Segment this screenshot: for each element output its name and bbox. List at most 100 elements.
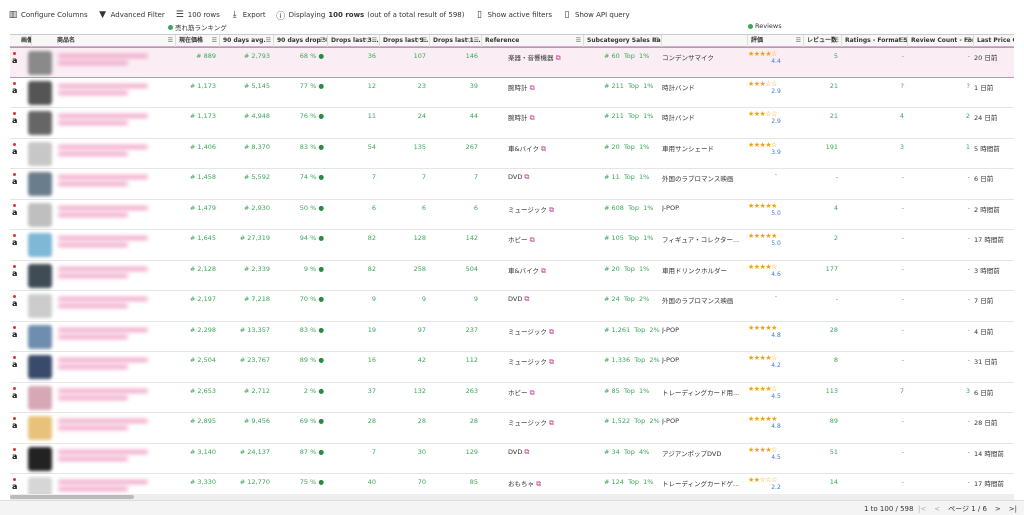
product-name[interactable] <box>58 388 158 405</box>
external-link-icon[interactable]: ⧉ <box>548 327 554 336</box>
column-header[interactable]: 現在価格 ☰ <box>176 35 220 47</box>
external-link-icon[interactable]: ⧉ <box>529 83 535 92</box>
product-name[interactable] <box>58 419 158 435</box>
product-name[interactable] <box>58 205 158 222</box>
horizontal-scrollbar[interactable] <box>10 494 1014 500</box>
product-name[interactable] <box>58 449 158 466</box>
product-image[interactable] <box>28 172 52 196</box>
product-name[interactable] <box>58 327 158 344</box>
column-header[interactable]: 90 days drop % ☰ <box>274 35 328 47</box>
external-link-icon[interactable]: ⧉ <box>541 266 547 275</box>
cell-reference[interactable]: 腕時計 ⧉ <box>508 78 584 108</box>
cell-reference[interactable]: ミュージック ⧉ <box>508 322 584 352</box>
column-header[interactable]: Reference ☰ <box>482 35 584 47</box>
next-page-icon[interactable]: > <box>994 505 1001 513</box>
cell-reference[interactable]: DVD ⧉ <box>508 169 584 199</box>
external-link-icon[interactable]: ⧉ <box>548 358 554 366</box>
table-row[interactable]: a # 2,128 # 2,339 9 % ● 82 258 504 車&バイク ⧉ # 20 … <box>10 261 1024 291</box>
product-name[interactable] <box>58 236 158 252</box>
column-menu-icon[interactable]: ☰ <box>575 37 581 44</box>
cell-reference[interactable]: DVD ⧉ <box>508 291 584 321</box>
external-link-icon[interactable]: ⧉ <box>524 295 530 303</box>
column-menu-icon[interactable]: ☰ <box>899 37 905 44</box>
amazon-icon[interactable]: a <box>12 355 20 379</box>
product-image[interactable] <box>28 294 52 318</box>
advanced-filter-button[interactable]: ▼ Advanced Filter <box>99 10 165 20</box>
column-menu-icon[interactable]: ▽ ☰ <box>467 37 479 44</box>
product-name[interactable] <box>58 175 158 191</box>
show-active-filters-button[interactable]: ▯ Show active filters <box>474 10 552 20</box>
column-menu-icon[interactable]: ☰ <box>833 37 839 44</box>
external-link-icon[interactable]: ⧉ <box>524 447 530 456</box>
product-name[interactable] <box>58 54 158 70</box>
cell-reference[interactable]: ミュージック ⧉ <box>508 352 584 382</box>
table-row[interactable]: a # 2,653 # 2,712 2 % ● 37 132 263 ホビー ⧉ # 85 To… <box>10 383 1024 413</box>
column-header[interactable]: 商品名 ☰ <box>54 35 176 47</box>
rows-button[interactable]: ☰ 100 rows <box>175 10 220 20</box>
scrollbar-thumb[interactable] <box>10 495 134 499</box>
amazon-icon[interactable]: a <box>12 386 20 410</box>
column-menu-icon[interactable]: ▽ ☰ <box>415 37 427 44</box>
product-image[interactable] <box>28 111 52 135</box>
column-header[interactable]: Ratings - Format Spe...☰ <box>842 35 908 47</box>
product-image[interactable] <box>28 141 52 166</box>
last-page-icon[interactable]: >| <box>1008 505 1018 513</box>
amazon-icon[interactable]: a <box>12 203 20 227</box>
column-menu-icon[interactable]: ☰ <box>795 37 801 44</box>
external-link-icon[interactable]: ⧉ <box>555 54 561 62</box>
amazon-icon[interactable]: a <box>12 111 20 135</box>
table-row[interactable]: a # 1,645 # 27,319 94 % ● 82 128 142 ホビー ⧉ # 105… <box>10 230 1024 261</box>
table-row[interactable]: a # 3,330 # 12,770 75 % ● 40 70 85 おもちゃ ⧉ # 124 … <box>10 474 1024 494</box>
product-image[interactable] <box>28 202 52 227</box>
cell-reference[interactable]: ミュージック ⧉ <box>508 200 584 230</box>
table-row[interactable]: a # 2,197 # 7,218 70 % ● 9 9 9 DVD ⧉ # 24 Top 2%… <box>10 291 1024 322</box>
product-name[interactable] <box>58 83 158 100</box>
amazon-icon[interactable]: a <box>12 477 20 494</box>
amazon-icon[interactable]: a <box>12 81 20 105</box>
external-link-icon[interactable]: ⧉ <box>529 236 535 244</box>
amazon-icon[interactable]: a <box>12 325 20 349</box>
first-page-icon[interactable]: |< <box>918 505 927 513</box>
table-row[interactable]: a # 3,140 # 24,137 87 % ● 7 30 129 DVD ⧉ # 34 To… <box>10 444 1024 474</box>
column-menu-icon[interactable]: ☰ <box>653 37 659 44</box>
product-name[interactable] <box>58 358 158 374</box>
column-header[interactable]: Drops last 1... ▽ ☰ <box>430 35 482 47</box>
amazon-icon[interactable]: a <box>12 51 20 75</box>
cell-reference[interactable]: ホビー ⧉ <box>508 383 584 413</box>
external-link-icon[interactable]: ⧉ <box>548 205 554 214</box>
vertical-scrollbar[interactable] <box>1014 34 1024 494</box>
cell-reference[interactable]: ホビー ⧉ <box>508 230 584 260</box>
table-row[interactable]: a # 1,173 # 5,145 77 % ● 12 23 39 腕時計 ⧉ # 211 To… <box>10 78 1024 108</box>
amazon-icon[interactable]: a <box>12 264 20 288</box>
external-link-icon[interactable]: ⧉ <box>524 173 530 181</box>
product-name[interactable] <box>58 480 158 494</box>
product-name[interactable] <box>58 266 158 283</box>
table-row[interactable]: a # 1,406 # 8,370 83 % ● 54 135 267 車&バイク ⧉ # 20… <box>10 139 1024 169</box>
column-menu-icon[interactable]: ▽ ☰ <box>365 37 377 44</box>
column-header[interactable]: Subcategory Sales Ranks☰ <box>584 35 662 47</box>
amazon-icon[interactable]: a <box>12 447 20 471</box>
amazon-icon[interactable]: a <box>12 172 20 196</box>
amazon-icon[interactable]: a <box>12 416 20 440</box>
table-row[interactable]: a # 889 # 2,793 68 % ● 36 107 146 楽器・音響機器 ⧉ # 60… <box>10 47 1024 78</box>
product-image[interactable] <box>28 233 52 257</box>
amazon-icon[interactable]: a <box>12 233 20 257</box>
product-image[interactable] <box>28 51 52 75</box>
product-name[interactable] <box>58 297 158 313</box>
cell-reference[interactable]: ミュージック ⧉ <box>508 413 584 443</box>
table-row[interactable]: a # 2,504 # 23,767 89 % ● 16 42 112 ミュージック ⧉ # 1… <box>10 352 1024 383</box>
external-link-icon[interactable]: ⧉ <box>548 419 554 427</box>
amazon-icon[interactable]: a <box>12 142 20 166</box>
cell-reference[interactable]: 車&バイク ⧉ <box>508 261 584 291</box>
external-link-icon[interactable]: ⧉ <box>529 114 535 122</box>
external-link-icon[interactable]: ⧉ <box>536 480 542 488</box>
cell-reference[interactable]: 車&バイク ⧉ <box>508 139 584 169</box>
cell-reference[interactable]: おもちゃ ⧉ <box>508 474 584 494</box>
column-header[interactable]: 90 days avg. ☰ <box>220 35 274 47</box>
table-row[interactable]: a # 1,173 # 4,948 76 % ● 11 24 44 腕時計 ⧉ # 211 To… <box>10 108 1024 139</box>
prev-page-icon[interactable]: < <box>934 505 941 513</box>
product-image[interactable] <box>28 385 52 410</box>
amazon-icon[interactable]: a <box>12 294 20 318</box>
column-header[interactable]: 画像 <box>18 35 32 47</box>
external-link-icon[interactable]: ⧉ <box>541 144 547 153</box>
